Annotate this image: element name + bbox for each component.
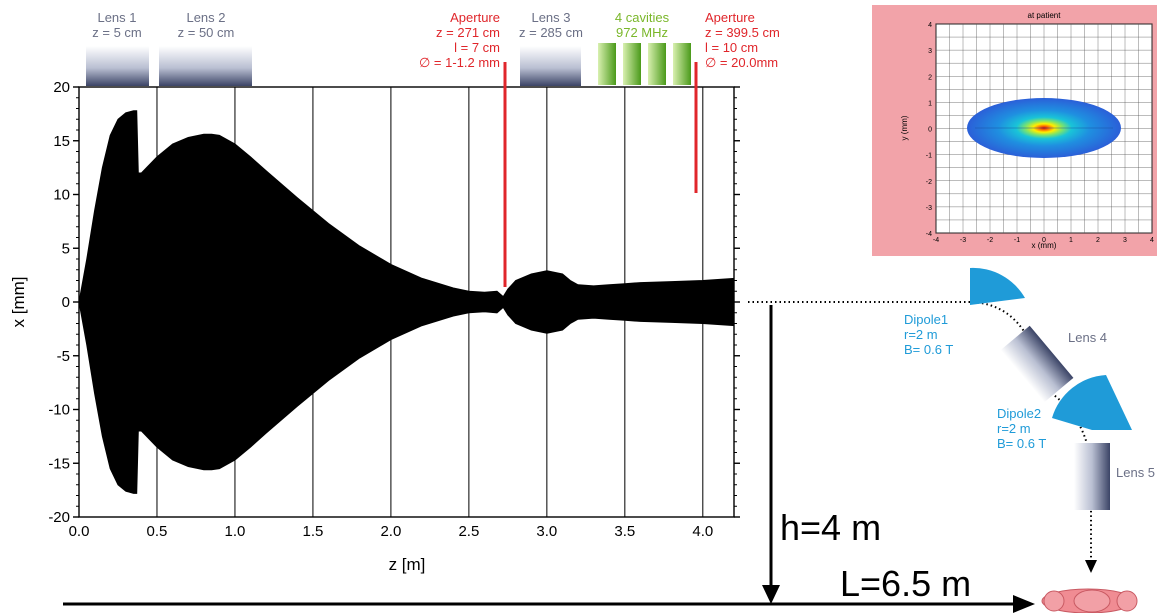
inset-x-tick-label: -4 — [933, 237, 939, 244]
dipole-2-field: B= 0.6 T — [997, 436, 1046, 451]
height-label: h=4 m — [780, 507, 881, 548]
inset-y-tick-label: -3 — [926, 205, 932, 212]
y-tick-label: 5 — [62, 240, 70, 257]
dipole-2-name: Dipole2 — [997, 406, 1041, 421]
lens-2: Lens 2 z = 50 cm — [159, 10, 252, 86]
inset-title: at patient — [1028, 11, 1062, 20]
dipole-1-name: Dipole1 — [904, 312, 948, 327]
inset-x-tick-label: -2 — [987, 237, 993, 244]
inset-y-tick-label: 0 — [928, 127, 932, 134]
y-tick-label: -20 — [48, 509, 70, 526]
lens-3-icon — [520, 46, 581, 86]
lens-3-name: Lens 3 — [531, 10, 570, 25]
dipole-1-radius: r=2 m — [904, 327, 938, 342]
lens-3: Lens 3 z = 285 cm — [519, 10, 583, 86]
inset-x-tick-label: 2 — [1096, 237, 1100, 244]
aperture-2-name: Aperture — [705, 10, 755, 25]
dipole-2-icon — [1052, 375, 1132, 430]
inset-x-tick-labels: -4 -3 -2 -1 0 1 2 3 4 — [933, 237, 1154, 244]
length-label: L=6.5 m — [840, 563, 971, 604]
lens-2-position: z = 50 cm — [178, 25, 235, 40]
cavities-name: 4 cavities — [615, 10, 670, 25]
inset-y-tick-label: 1 — [928, 100, 932, 107]
inset-x-axis-label: x (mm) — [1032, 241, 1057, 250]
inset-y-tick-label: -2 — [926, 179, 932, 186]
inset-y-tick-label: -4 — [926, 231, 932, 238]
cavity-2-icon — [623, 43, 641, 85]
cavity-1-icon — [598, 43, 616, 85]
aperture-1-diameter: ∅ = 1-1.2 mm — [419, 55, 500, 70]
x-tick-label: 0.0 — [69, 523, 90, 540]
length-arrow-head-icon — [1013, 595, 1035, 613]
x-tick-label: 4.0 — [692, 523, 713, 540]
x-tick-label: 1.0 — [225, 523, 246, 540]
y-tick-label: 15 — [53, 133, 70, 150]
aperture-1-length: l = 7 cm — [454, 40, 500, 55]
inset-x-tick-label: 3 — [1123, 237, 1127, 244]
y-tick-label: 0 — [62, 294, 70, 311]
lens-1-icon — [86, 46, 149, 86]
arrow-head-icon — [1085, 560, 1097, 573]
y-tick-label: 10 — [53, 187, 70, 204]
cavities: 4 cavities 972 MHz — [598, 10, 691, 85]
aperture-1-name: Aperture — [450, 10, 500, 25]
inset-x-tick-label: -3 — [960, 237, 966, 244]
lens-5-label: Lens 5 — [1116, 465, 1155, 480]
inset-y-tick-label: 3 — [928, 48, 932, 55]
lens-1-position: z = 5 cm — [92, 25, 142, 40]
aperture-2-diameter: ∅ = 20.0mm — [705, 55, 778, 70]
inset-x-tick-label: 4 — [1150, 237, 1154, 244]
inset-y-axis-label: y (mm) — [900, 115, 909, 140]
x-tick-label: 3.0 — [536, 523, 557, 540]
lens-2-name: Lens 2 — [186, 10, 225, 25]
aperture-2: Aperture z = 399.5 cm l = 10 cm ∅ = 20.0… — [705, 10, 780, 70]
aperture-2-position: z = 399.5 cm — [705, 25, 780, 40]
lens-4-label: Lens 4 — [1068, 330, 1107, 345]
inset-x-tick-label: 0 — [1042, 237, 1046, 244]
inset-y-tick-labels: 4 3 2 1 0 -1 -2 -3 -4 — [926, 22, 932, 238]
dipole-1-field: B= 0.6 T — [904, 342, 953, 357]
lens-3-position: z = 285 cm — [519, 25, 583, 40]
x-tick-labels: 0.0 0.5 1.0 1.5 2.0 2.5 3.0 3.5 4.0 — [69, 523, 714, 540]
lens-5-icon — [1074, 443, 1110, 510]
inset-y-tick-label: 4 — [928, 22, 932, 29]
x-tick-label: 0.5 — [147, 523, 168, 540]
aperture-1: Aperture z = 271 cm l = 7 cm ∅ = 1-1.2 m… — [419, 10, 500, 70]
y-tick-labels: 20 15 10 5 0 -5 -10 -15 -20 — [48, 79, 740, 526]
dipole-1-icon — [970, 267, 1025, 305]
x-tick-label: 2.0 — [380, 523, 401, 540]
y-tick-label: -10 — [48, 402, 70, 419]
y-tick-label: -5 — [57, 348, 70, 365]
lens-1-name: Lens 1 — [97, 10, 136, 25]
beam-envelope-plot: 0.0 0.5 1.0 1.5 2.0 2.5 3.0 3.5 4.0 20 15 10 5 0 -5 -1… — [9, 62, 740, 574]
lens-2-icon — [159, 46, 252, 86]
inset-x-tick-label: 1 — [1069, 237, 1073, 244]
aperture-1-position: z = 271 cm — [436, 25, 500, 40]
inset-y-tick-label: -1 — [926, 153, 932, 160]
height-arrow-head-icon — [762, 585, 780, 604]
lens-1: Lens 1 z = 5 cm — [86, 10, 149, 86]
dipole-2-radius: r=2 m — [997, 421, 1031, 436]
cavity-3-icon — [648, 43, 666, 85]
patient-icon — [1041, 588, 1138, 613]
y-tick-label: -15 — [48, 455, 70, 472]
cavities-frequency: 972 MHz — [616, 25, 668, 40]
aperture-2-length: l = 10 cm — [705, 40, 758, 55]
inset-x-tick-label: -1 — [1014, 237, 1020, 244]
lens-4-icon — [1000, 325, 1074, 403]
patient-spot-inset: at patient -4 -3 -2 -1 0 1 2 3 4 4 3 2 1 0 -1 -2 -3 -4 x… — [872, 5, 1157, 256]
gantry-schematic: Dipole1 r=2 m B= 0.6 T Lens 4 Dipole2 r=… — [63, 267, 1155, 613]
x-tick-label: 2.5 — [458, 523, 479, 540]
x-tick-label: 1.5 — [302, 523, 323, 540]
y-tick-label: 20 — [53, 79, 70, 96]
cavity-4-icon — [673, 43, 691, 85]
y-axis-label: x [mm] — [9, 277, 28, 328]
x-tick-label: 3.5 — [614, 523, 635, 540]
inset-y-tick-label: 2 — [928, 74, 932, 81]
x-axis-label: z [m] — [389, 555, 426, 574]
